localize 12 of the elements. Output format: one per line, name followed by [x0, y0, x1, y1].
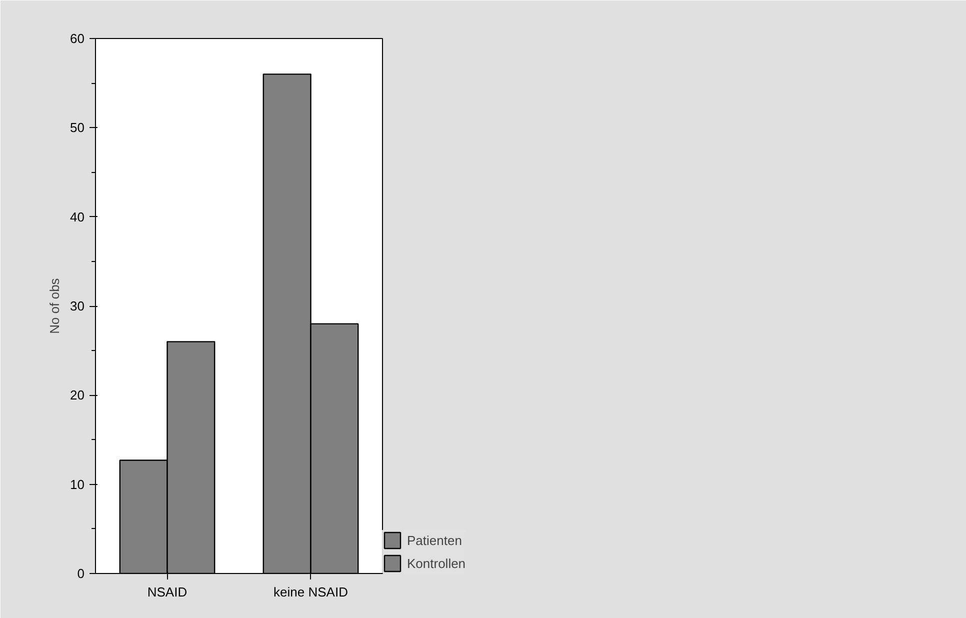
legend-label: Patienten — [407, 532, 462, 548]
x-tick-label: keine NSAID — [274, 584, 348, 600]
y-tick-label: 60 — [70, 31, 85, 46]
y-tick-label: 20 — [70, 388, 85, 403]
legend-label: Kontrollen — [407, 556, 466, 570]
y-tick-label: 40 — [70, 209, 85, 224]
x-tick-label: NSAID — [147, 584, 188, 600]
y-tick-label: 30 — [70, 298, 85, 314]
y-tick-label: 50 — [70, 120, 85, 136]
y-axis-title: No of obs — [47, 278, 62, 334]
y-tick-label: 0 — [77, 566, 85, 581]
y-tick-label: 10 — [70, 476, 85, 492]
